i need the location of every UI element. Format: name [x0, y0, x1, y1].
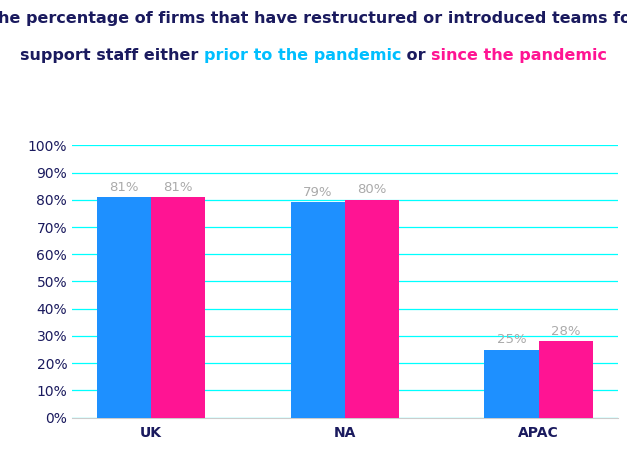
Bar	[539, 341, 593, 418]
Text: 80%: 80%	[357, 183, 387, 197]
Text: since the pandemic: since the pandemic	[431, 48, 608, 63]
Text: 28%: 28%	[551, 325, 581, 338]
Text: 81%: 81%	[109, 181, 139, 194]
Text: 79%: 79%	[303, 186, 332, 199]
Text: or: or	[401, 48, 431, 63]
Bar	[345, 200, 399, 418]
Bar	[97, 197, 151, 418]
Text: prior to the pandemic: prior to the pandemic	[204, 48, 401, 63]
Bar	[151, 197, 206, 418]
Text: 81%: 81%	[164, 181, 193, 194]
Text: The percentage of firms that have restructured or introduced teams for: The percentage of firms that have restru…	[0, 11, 627, 26]
Bar	[484, 350, 539, 418]
Text: support staff either: support staff either	[19, 48, 204, 63]
Text: 25%: 25%	[497, 333, 526, 346]
Bar	[290, 202, 345, 418]
